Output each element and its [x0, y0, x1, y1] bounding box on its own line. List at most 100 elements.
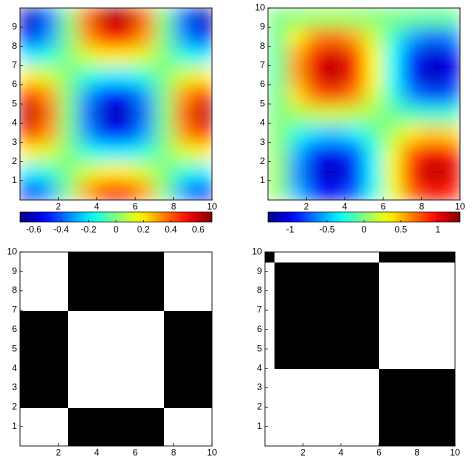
cell — [303, 436, 314, 446]
cell — [202, 261, 212, 272]
x-tick-label: 8 — [171, 201, 176, 211]
cell — [421, 142, 442, 163]
cell — [173, 387, 184, 399]
y-tick-label: 9 — [12, 266, 17, 276]
cell — [58, 252, 69, 263]
cell — [58, 436, 69, 446]
cell — [322, 368, 333, 379]
cell — [445, 261, 455, 272]
cell — [274, 310, 285, 321]
cell — [341, 436, 352, 446]
cell — [164, 252, 175, 263]
cell — [306, 27, 327, 47]
cell — [154, 281, 165, 292]
cell — [39, 271, 50, 282]
colorbar-tick-label: -0.2 — [81, 224, 97, 234]
cell — [192, 407, 203, 418]
cell — [303, 358, 314, 369]
cell — [369, 436, 380, 446]
cell — [173, 290, 184, 302]
cell — [135, 426, 146, 437]
cell — [417, 416, 428, 428]
cell — [20, 436, 31, 446]
colorbar-tick-label: -1 — [286, 224, 294, 234]
cell — [341, 339, 352, 350]
cell — [173, 271, 184, 282]
cell — [144, 310, 155, 321]
y-tick-label: 4 — [257, 363, 262, 373]
cell — [164, 378, 175, 389]
cell — [48, 387, 59, 399]
cell — [39, 290, 50, 302]
cell — [96, 142, 117, 163]
cell — [398, 261, 409, 272]
cell — [77, 281, 88, 292]
cell — [417, 290, 428, 302]
cell — [164, 436, 175, 446]
cell — [274, 261, 285, 272]
y-tick-label: 5 — [12, 343, 17, 353]
cell — [116, 319, 127, 331]
cell — [29, 290, 40, 302]
cell — [144, 252, 155, 263]
cell — [268, 84, 288, 105]
cell — [322, 436, 333, 446]
cell — [284, 378, 295, 389]
cell — [322, 397, 333, 408]
cell — [173, 300, 184, 311]
cell — [77, 180, 98, 200]
cell — [426, 310, 437, 321]
cell — [173, 436, 184, 446]
cell — [154, 8, 175, 28]
cell — [135, 300, 146, 311]
cell — [436, 397, 447, 408]
cell — [125, 319, 136, 331]
cell — [268, 46, 288, 67]
cell — [154, 104, 175, 124]
cell — [135, 104, 155, 124]
cell — [379, 319, 390, 331]
cell — [116, 368, 127, 379]
cell — [350, 397, 361, 408]
cell — [125, 436, 136, 446]
cell — [388, 397, 399, 408]
cell — [96, 387, 107, 399]
cell — [303, 290, 314, 302]
y-tick-label: 4 — [12, 363, 17, 373]
cell — [106, 416, 117, 428]
cell — [202, 407, 212, 418]
cell — [398, 397, 409, 408]
cell — [369, 416, 380, 428]
cell — [398, 349, 409, 360]
cell — [68, 252, 79, 263]
cell — [364, 27, 384, 47]
cell — [436, 261, 447, 272]
cell — [440, 142, 460, 163]
cell — [398, 436, 409, 446]
cell — [154, 387, 165, 399]
cell — [135, 46, 155, 67]
cell — [360, 378, 371, 389]
cell — [29, 271, 40, 282]
cell — [20, 65, 40, 86]
cell — [388, 310, 399, 321]
cell — [274, 271, 285, 282]
cell — [164, 329, 175, 340]
cell — [29, 339, 40, 350]
cell — [77, 358, 88, 369]
cell — [87, 397, 98, 408]
cell — [360, 319, 371, 331]
cell — [58, 180, 79, 200]
cell — [440, 84, 460, 105]
cell — [144, 358, 155, 369]
y-tick-label: 2 — [12, 402, 17, 412]
cell — [192, 65, 212, 86]
cell — [426, 368, 437, 379]
cell — [344, 142, 365, 163]
cell — [284, 349, 295, 360]
cell — [202, 319, 212, 331]
cell — [202, 378, 212, 389]
cell — [183, 368, 194, 379]
cell — [388, 368, 399, 379]
